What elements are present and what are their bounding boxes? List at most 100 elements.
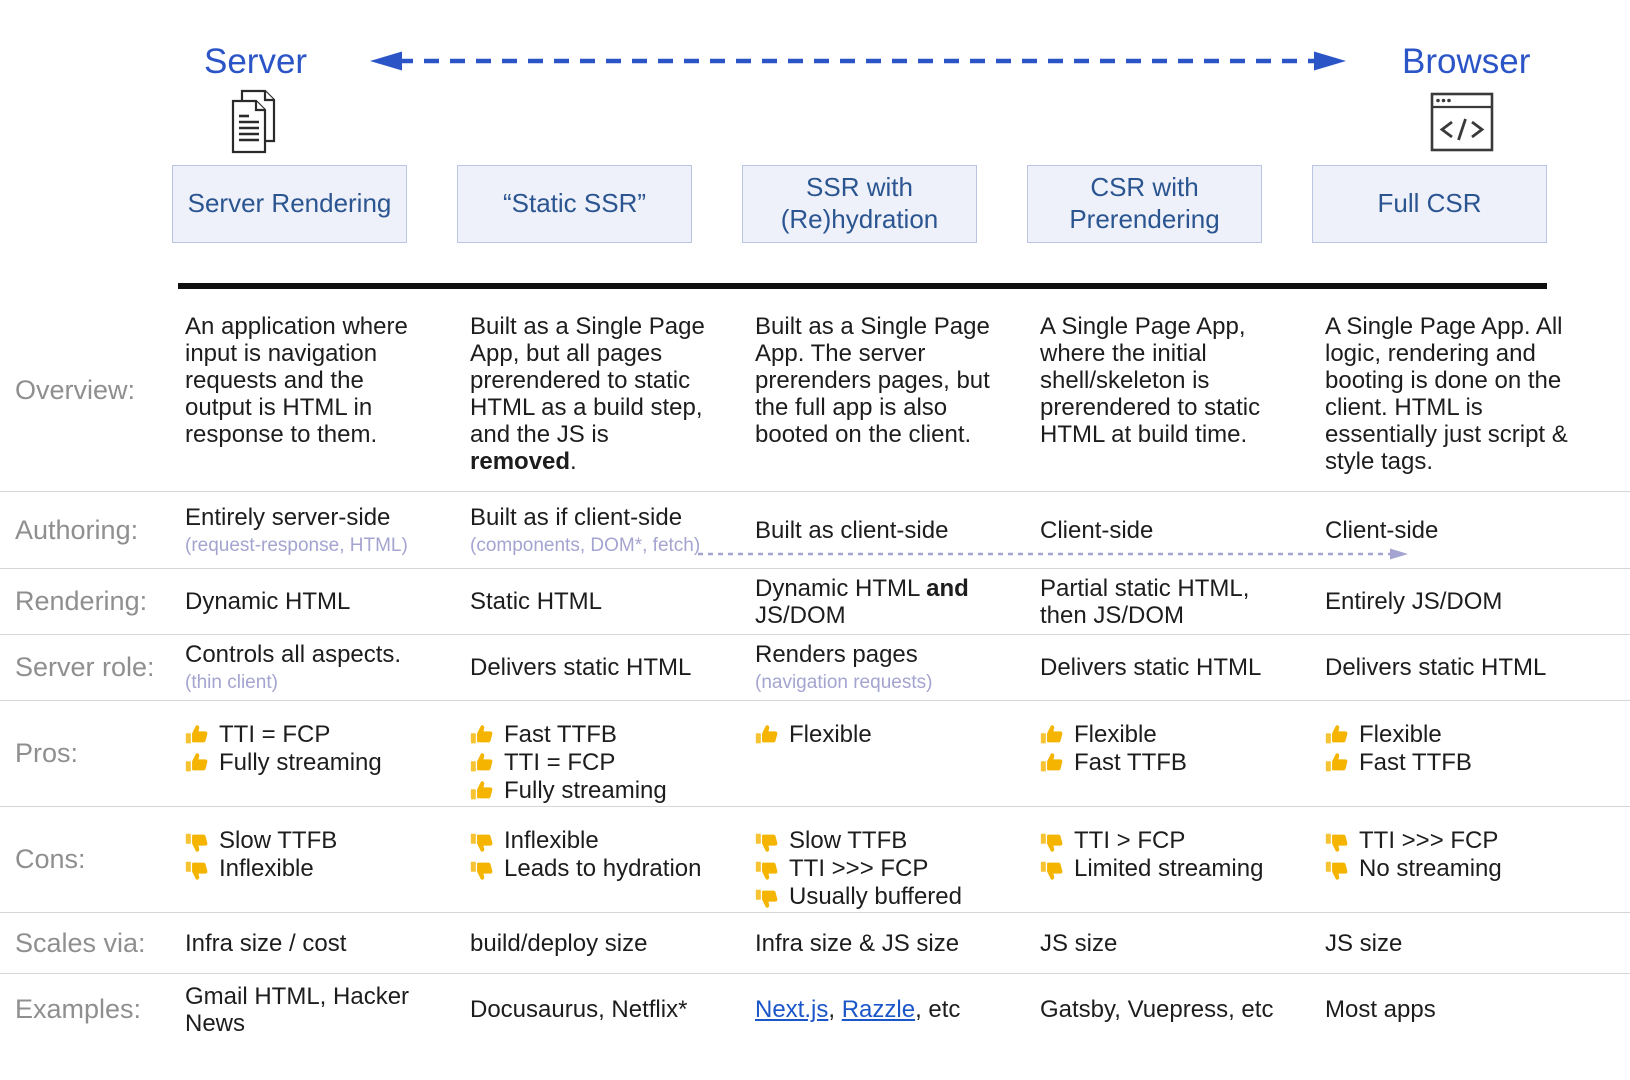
- pro-item: Fully streaming: [470, 778, 713, 804]
- con-item: Slow TTFB: [185, 828, 428, 854]
- table-cell: build/deploy size: [470, 930, 755, 957]
- column-header-full-csr: Full CSR: [1312, 165, 1547, 243]
- table-cell: Built as client-side: [755, 517, 1040, 544]
- item-text: Fast TTFB: [504, 721, 617, 748]
- example-link[interactable]: Next.js: [755, 996, 829, 1023]
- table-cell: Dynamic HTML and JS/DOM: [755, 575, 1040, 629]
- con-item: TTI >>> FCP: [1325, 828, 1568, 854]
- example-link[interactable]: Razzle: [841, 996, 916, 1023]
- cell-text: Client-side: [1040, 516, 1154, 544]
- item-text: Fully streaming: [504, 777, 667, 804]
- con-item: Inflexible: [470, 828, 713, 854]
- thumbs-up-icon: [1325, 723, 1350, 748]
- cell-subtext: (components, DOM*, fetch): [470, 534, 701, 556]
- con-item: Usually buffered: [755, 884, 998, 910]
- item-text: TTI > FCP: [1074, 827, 1186, 854]
- table-cell: JS size: [1040, 930, 1325, 957]
- con-item: Slow TTFB: [755, 828, 998, 854]
- table-cell: Flexible Fast TTFB: [1040, 701, 1325, 778]
- cell-subtext: (thin client): [185, 672, 278, 693]
- cell-text: Entirely server-side: [185, 503, 391, 531]
- cell-text: Client-side: [1325, 516, 1439, 544]
- cell-text: Built as a Single Page App, but all page…: [470, 313, 705, 448]
- cell-text: Built as a Single Page App. The server p…: [755, 313, 990, 448]
- con-item: Inflexible: [185, 856, 428, 882]
- column-header-server-rendering: Server Rendering: [172, 165, 407, 243]
- cell-text: ,: [828, 996, 842, 1023]
- item-text: Inflexible: [219, 855, 314, 882]
- thumbs-down-icon: [470, 857, 495, 882]
- cell-text: Gmail HTML, Hacker News: [185, 982, 410, 1037]
- table-cell: TTI >>> FCP No streaming: [1325, 807, 1610, 884]
- con-item: TTI > FCP: [1040, 828, 1283, 854]
- item-text: Slow TTFB: [789, 827, 908, 854]
- thumbs-down-icon: [755, 857, 780, 882]
- table-cell: Next.js, Razzle, etc: [755, 996, 1040, 1023]
- row-label: Examples:: [15, 994, 142, 1024]
- table-row: Rendering: Dynamic HTML Static HTML Dynamic…: [0, 568, 1630, 634]
- table-cell: Gatsby, Vuepress, etc: [1040, 996, 1325, 1023]
- pro-item: Fast TTFB: [1040, 750, 1283, 776]
- table-cell: Delivers static HTML: [1325, 654, 1610, 681]
- table-cell: Delivers static HTML: [1040, 654, 1325, 681]
- cell-text-bold: removed: [470, 448, 571, 475]
- table-cell: A Single Page App, where the initial she…: [1040, 290, 1325, 448]
- cell-text: JS size: [1325, 929, 1403, 957]
- table-cell: Inflexible Leads to hydration: [470, 807, 755, 884]
- item-text: Fully streaming: [219, 749, 382, 776]
- thumbs-up-icon: [185, 751, 210, 776]
- cell-text: .: [570, 448, 577, 475]
- cell-text: Partial static HTML, then JS/DOM: [1040, 574, 1250, 629]
- cell-text-bold: and: [926, 574, 969, 602]
- authoring-client-side-arrow: [698, 548, 1408, 560]
- table-cell: Dynamic HTML: [185, 588, 470, 615]
- cell-text: An application where input is navigation…: [185, 313, 408, 448]
- row-label: Rendering:: [15, 586, 148, 616]
- cell-text: A Single Page App. All logic, rendering …: [1325, 313, 1568, 475]
- cell-text: JS/DOM: [755, 601, 846, 629]
- con-item: TTI >>> FCP: [755, 856, 998, 882]
- row-label: Overview:: [15, 375, 136, 405]
- row-label: Cons:: [15, 844, 86, 874]
- thumbs-down-icon: [1325, 829, 1350, 854]
- thumbs-up-icon: [755, 723, 780, 748]
- thumbs-up-icon: [470, 751, 495, 776]
- cell-text: Static HTML: [470, 588, 603, 615]
- pro-item: Fast TTFB: [1325, 750, 1568, 776]
- item-text: Slow TTFB: [219, 827, 338, 854]
- cell-text: Infra size & JS size: [755, 929, 960, 957]
- pro-item: Fully streaming: [185, 750, 428, 776]
- cell-text: Infra size / cost: [185, 929, 347, 957]
- table-row: Cons: Slow TTFB Inflexible Inflexible Leads …: [0, 806, 1630, 912]
- pro-item: TTI = FCP: [470, 750, 713, 776]
- table-cell: Delivers static HTML: [470, 654, 755, 681]
- thumbs-down-icon: [755, 885, 780, 910]
- cell-text: Delivers static HTML: [470, 654, 692, 681]
- table-row: Overview: An application where input is n…: [0, 290, 1630, 491]
- row-label: Authoring:: [15, 514, 139, 545]
- table-cell: Entirely JS/DOM: [1325, 588, 1610, 615]
- table-row: Scales via: Infra size / cost build/deploy…: [0, 912, 1630, 973]
- thumbs-up-icon: [1040, 751, 1065, 776]
- pro-item: Flexible: [1325, 722, 1568, 748]
- table-cell: JS size: [1325, 930, 1610, 957]
- thumbs-down-icon: [185, 857, 210, 882]
- table-cell: Controls all aspects. (thin client): [185, 641, 470, 694]
- table-cell: Client-side: [1325, 517, 1610, 544]
- thumbs-up-icon: [1040, 723, 1065, 748]
- table-cell: Gmail HTML, Hacker News: [185, 983, 470, 1037]
- browser-label: Browser: [1402, 42, 1531, 81]
- item-text: Flexible: [1359, 721, 1442, 748]
- table-cell: An application where input is navigation…: [185, 290, 470, 448]
- comparison-table: Overview: An application where input is n…: [0, 290, 1630, 1045]
- thumbs-down-icon: [755, 829, 780, 854]
- column-header-static-ssr: “Static SSR”: [457, 165, 692, 243]
- con-item: Leads to hydration: [470, 856, 713, 882]
- item-text: No streaming: [1359, 855, 1502, 882]
- item-text: Fast TTFB: [1074, 749, 1187, 776]
- table-cell: A Single Page App. All logic, rendering …: [1325, 290, 1610, 475]
- table-cell: TTI = FCP Fully streaming: [185, 701, 470, 778]
- table-cell: Most apps: [1325, 996, 1610, 1023]
- row-label: Scales via:: [15, 927, 146, 958]
- pro-item: Flexible: [755, 722, 998, 748]
